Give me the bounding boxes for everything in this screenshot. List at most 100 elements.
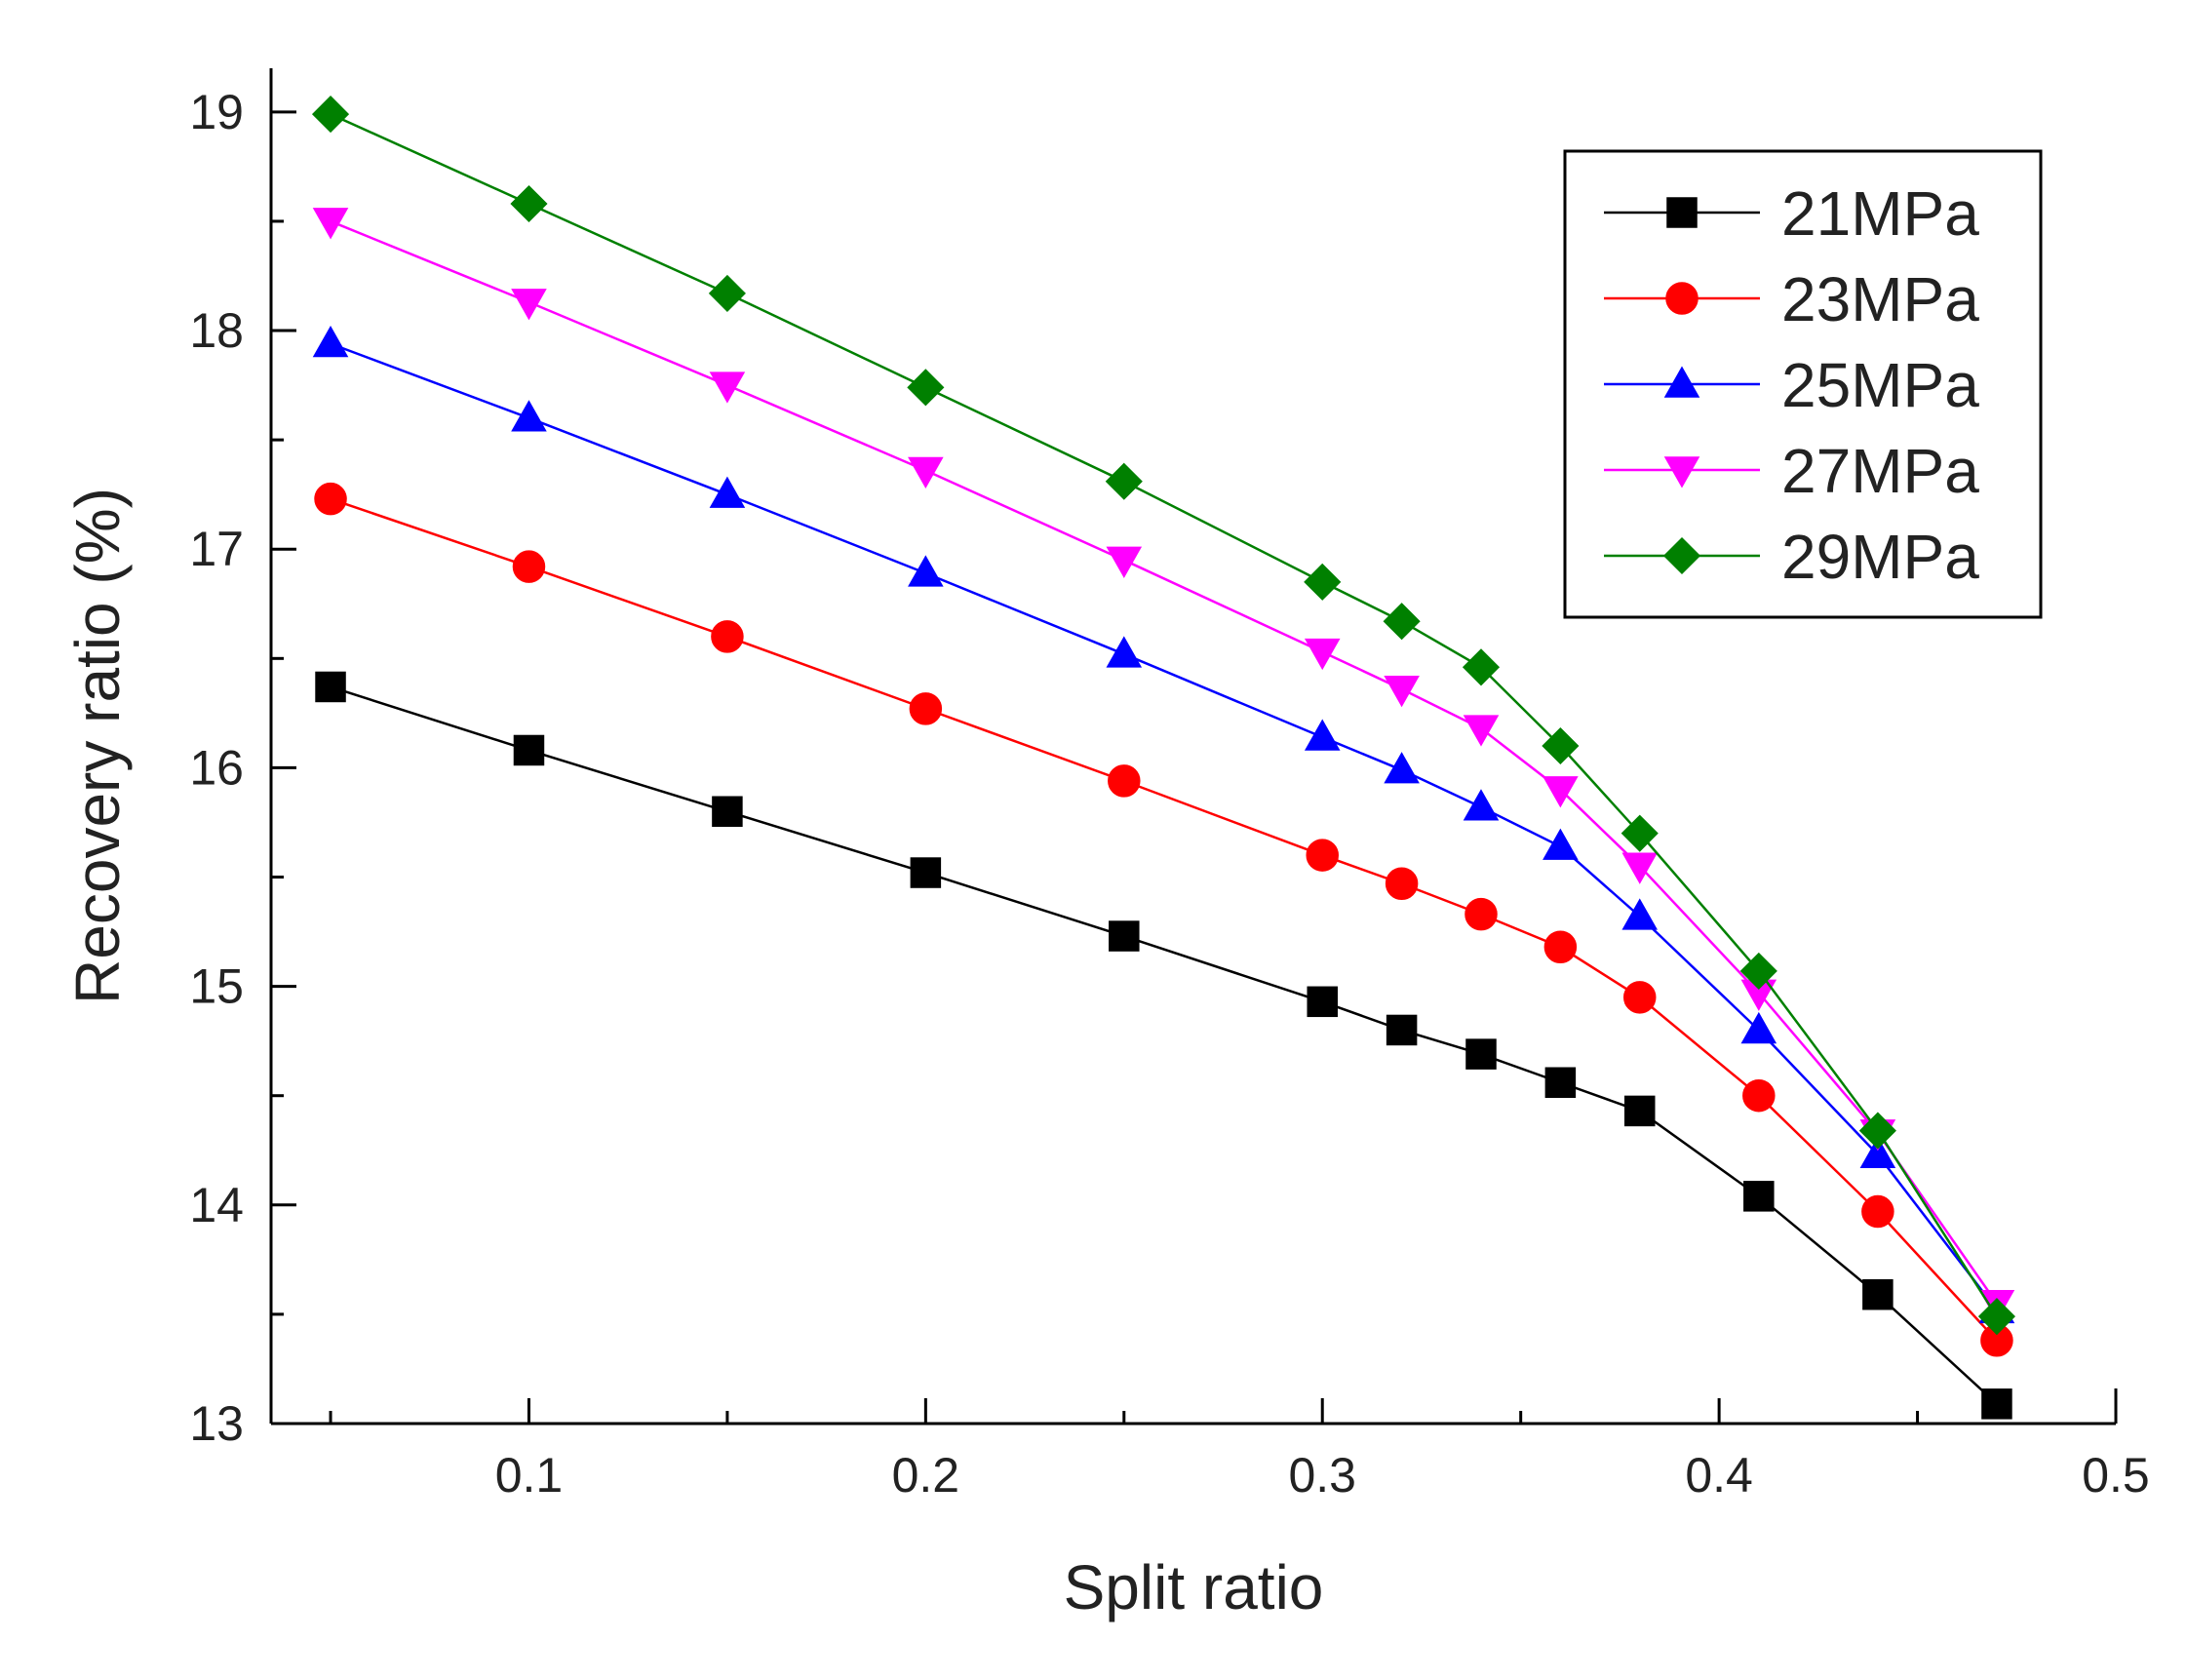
data-point (511, 400, 547, 432)
data-point (1862, 1278, 1894, 1310)
data-point (1105, 462, 1143, 500)
data-point (909, 692, 943, 725)
legend: 21MPa 23MPa 25MPa 27MPa 29MPa (1563, 149, 2043, 619)
legend-marker (1663, 456, 1700, 488)
data-point (1108, 764, 1141, 798)
data-point (1384, 675, 1420, 708)
data-point (711, 620, 744, 653)
data-point (1742, 1078, 1776, 1113)
legend-label: 27MPa (1781, 436, 1979, 506)
y-tick-label: 15 (189, 959, 244, 1014)
data-point (1385, 867, 1419, 900)
data-point (511, 289, 547, 321)
data-point (1462, 648, 1501, 686)
legend-item: 21MPa (1604, 178, 1979, 249)
data-point (1463, 715, 1500, 747)
data-point (513, 734, 545, 766)
y-axis-title: Recovery ratio (%) (62, 488, 133, 1004)
x-tick-label: 0.4 (1685, 1448, 1753, 1503)
series-23MPa (314, 482, 2013, 1357)
data-point (1622, 981, 1657, 1014)
data-point (1543, 828, 1579, 860)
data-point (1740, 1011, 1777, 1044)
data-point (1304, 638, 1341, 671)
legend-item: 23MPa (1604, 264, 1979, 334)
data-point (1543, 930, 1578, 964)
data-point (1386, 1014, 1418, 1046)
x-axis-title: Split ratio (1064, 1552, 1324, 1622)
data-point (910, 857, 942, 888)
data-point (312, 208, 349, 240)
legend-marker (1665, 282, 1699, 315)
legend-marker (1663, 366, 1700, 398)
legend-item: 27MPa (1604, 436, 1979, 506)
x-ticks: 0.1 0.2 0.3 0.4 0.5 (329, 1398, 2150, 1503)
data-point (708, 274, 746, 312)
data-point (709, 476, 746, 508)
data-point (1307, 986, 1338, 1018)
data-point (712, 796, 743, 828)
data-point (1623, 1095, 1656, 1127)
legend-label: 25MPa (1781, 350, 1979, 420)
legend-label: 23MPa (1781, 264, 1979, 334)
y-tick-label: 19 (189, 85, 244, 139)
data-point (510, 184, 548, 223)
legend-marker (1666, 197, 1698, 228)
data-point (1463, 789, 1500, 821)
data-point (907, 369, 945, 407)
data-point (1981, 1388, 2012, 1420)
y-ticks: 13 14 15 16 17 18 19 (189, 85, 296, 1451)
data-point (1621, 814, 1659, 852)
data-point (1621, 898, 1659, 930)
data-point (1743, 1181, 1775, 1212)
data-point (1739, 952, 1777, 990)
data-point (1384, 752, 1420, 784)
legend-marker (1662, 536, 1701, 575)
data-point (1106, 636, 1143, 668)
data-point (1304, 719, 1341, 751)
legend-item: 25MPa (1604, 350, 1979, 420)
data-point (1542, 726, 1580, 765)
data-point (908, 456, 944, 489)
y-tick-label: 14 (189, 1178, 244, 1232)
data-point (311, 96, 350, 134)
y-tick-label: 17 (189, 522, 244, 576)
series-line (330, 497, 1998, 1342)
data-point (1109, 920, 1140, 952)
data-point (908, 555, 944, 587)
x-tick-label: 0.5 (2082, 1448, 2150, 1503)
y-tick-label: 16 (189, 740, 244, 795)
data-point (512, 550, 546, 583)
y-tick-label: 13 (189, 1396, 244, 1451)
data-point (312, 325, 349, 358)
series (311, 96, 2015, 1420)
x-tick-label: 0.1 (495, 1448, 564, 1503)
data-point (1383, 603, 1421, 641)
series-21MPa (315, 671, 2012, 1420)
legend-label: 21MPa (1781, 178, 1979, 249)
data-point (1543, 776, 1579, 808)
y-tick-label: 18 (189, 303, 244, 358)
data-point (1465, 897, 1498, 931)
series-line (330, 685, 1998, 1405)
series-29MPa (311, 96, 2015, 1336)
data-point (1465, 1038, 1497, 1070)
legend-item: 29MPa (1604, 522, 1979, 592)
data-point (1106, 546, 1143, 578)
data-point (1858, 1112, 1896, 1150)
data-point (709, 371, 746, 404)
data-point (315, 671, 346, 703)
x-tick-label: 0.2 (892, 1448, 960, 1503)
legend-label: 29MPa (1781, 522, 1979, 592)
data-point (1544, 1067, 1577, 1099)
data-point (1304, 563, 1342, 601)
data-point (1306, 839, 1339, 872)
x-tick-label: 0.3 (1288, 1448, 1356, 1503)
data-point (1861, 1194, 1894, 1229)
data-point (314, 482, 347, 516)
data-point (1859, 1136, 1896, 1168)
data-point (1977, 1298, 2015, 1336)
data-point (1621, 852, 1659, 884)
